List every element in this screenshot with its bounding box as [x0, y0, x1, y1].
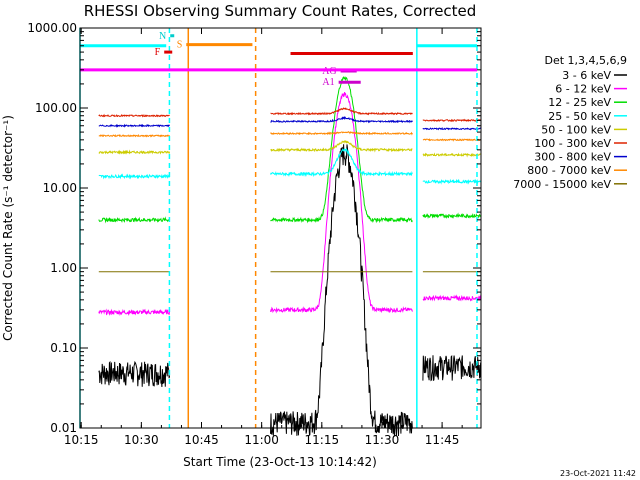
x-tick-label-4: 11:00 — [244, 433, 279, 447]
series-line-2-seg-3 — [422, 294, 482, 302]
x-tick-label-1: 10:15 — [64, 433, 99, 447]
x-tick-label-3: 10:45 — [184, 433, 219, 447]
series-line-2-seg-2 — [270, 92, 413, 314]
legend-entry-label-8: 800 - 7000 keV — [527, 164, 611, 177]
series-line-3-seg-3 — [422, 212, 481, 220]
series-line-5-seg-3 — [422, 152, 481, 158]
series-line-1-seg-2 — [270, 144, 413, 437]
legend-title: Det 1,3,4,5,6,9 — [544, 54, 627, 67]
series-line-7-seg-2 — [270, 116, 413, 124]
series-line-2-seg-1 — [98, 308, 171, 316]
x-tick-label-5: 11:15 — [305, 433, 340, 447]
y-tick-label-3: 1.00 — [50, 261, 77, 275]
legend-entry-label-4: 25 - 50 keV — [548, 110, 611, 123]
y-axis-label: Corrected Count Rate (s⁻¹ detector⁻¹) — [1, 115, 15, 341]
series-layer — [98, 76, 482, 437]
series-line-6-seg-1 — [98, 113, 170, 118]
legend-entry-label-3: 12 - 25 keV — [548, 96, 611, 109]
flag-label-1: F — [155, 47, 161, 58]
flag-label-5: AG — [322, 66, 336, 77]
series-line-4-seg-3 — [422, 178, 482, 185]
y-tick-label-1: 0.01 — [50, 421, 77, 435]
flag-label-6: A1 — [322, 77, 334, 88]
series-line-5-seg-1 — [98, 149, 171, 155]
legend-entry-label-5: 50 - 100 keV — [541, 123, 611, 136]
series-line-1-seg-3 — [422, 355, 482, 382]
series-line-4-seg-2 — [270, 147, 413, 178]
series-line-6-seg-3 — [422, 118, 481, 123]
y-tick-label-2: 0.10 — [50, 341, 77, 355]
x-tick-label-2: 10:30 — [124, 433, 159, 447]
y-tick-label-4: 10.00 — [43, 181, 77, 195]
series-line-7-seg-1 — [98, 123, 170, 128]
axes-layer: 10:15 10:30 10:45 11:00 11:15 11:30 11:45 0.01 0… — [27, 21, 481, 447]
flag-label-2: N — [159, 31, 166, 42]
flag-label-3: S — [177, 40, 183, 51]
series-line-7-seg-3 — [422, 127, 481, 131]
legend-entry-label-2: 6 - 12 keV — [555, 83, 611, 96]
series-line-3-seg-1 — [98, 216, 171, 224]
series-line-8-seg-3 — [422, 138, 481, 142]
series-line-8-seg-1 — [98, 133, 171, 138]
y-tick-label-6: 1000.00 — [27, 21, 77, 35]
x-tick-label-7: 11:45 — [425, 433, 460, 447]
series-line-1-seg-1 — [98, 360, 171, 388]
legend-entry-label-6: 100 - 300 keV — [534, 137, 611, 150]
legend-entry-label-7: 300 - 800 keV — [534, 151, 611, 164]
chart-title: RHESSI Observing Summary Count Rates, Co… — [84, 2, 477, 20]
x-axis-label: Start Time (23-Oct-13 10:14:42) — [183, 455, 377, 469]
plot-timestamp: 23-Oct-2021 11:42 — [560, 469, 636, 478]
plot-frame — [79, 27, 482, 429]
y-tick-label-5: 100.00 — [35, 101, 77, 115]
legend-entry-label-1: 3 - 6 keV — [562, 69, 611, 82]
legend-entry-label-9: 7000 - 15000 keV — [513, 178, 611, 191]
x-tick-label-6: 11:30 — [365, 433, 400, 447]
series-line-5-seg-2 — [270, 140, 413, 153]
series-line-8-seg-2 — [270, 130, 413, 136]
series-line-6-seg-2 — [270, 107, 413, 116]
series-line-4-seg-1 — [98, 173, 171, 180]
